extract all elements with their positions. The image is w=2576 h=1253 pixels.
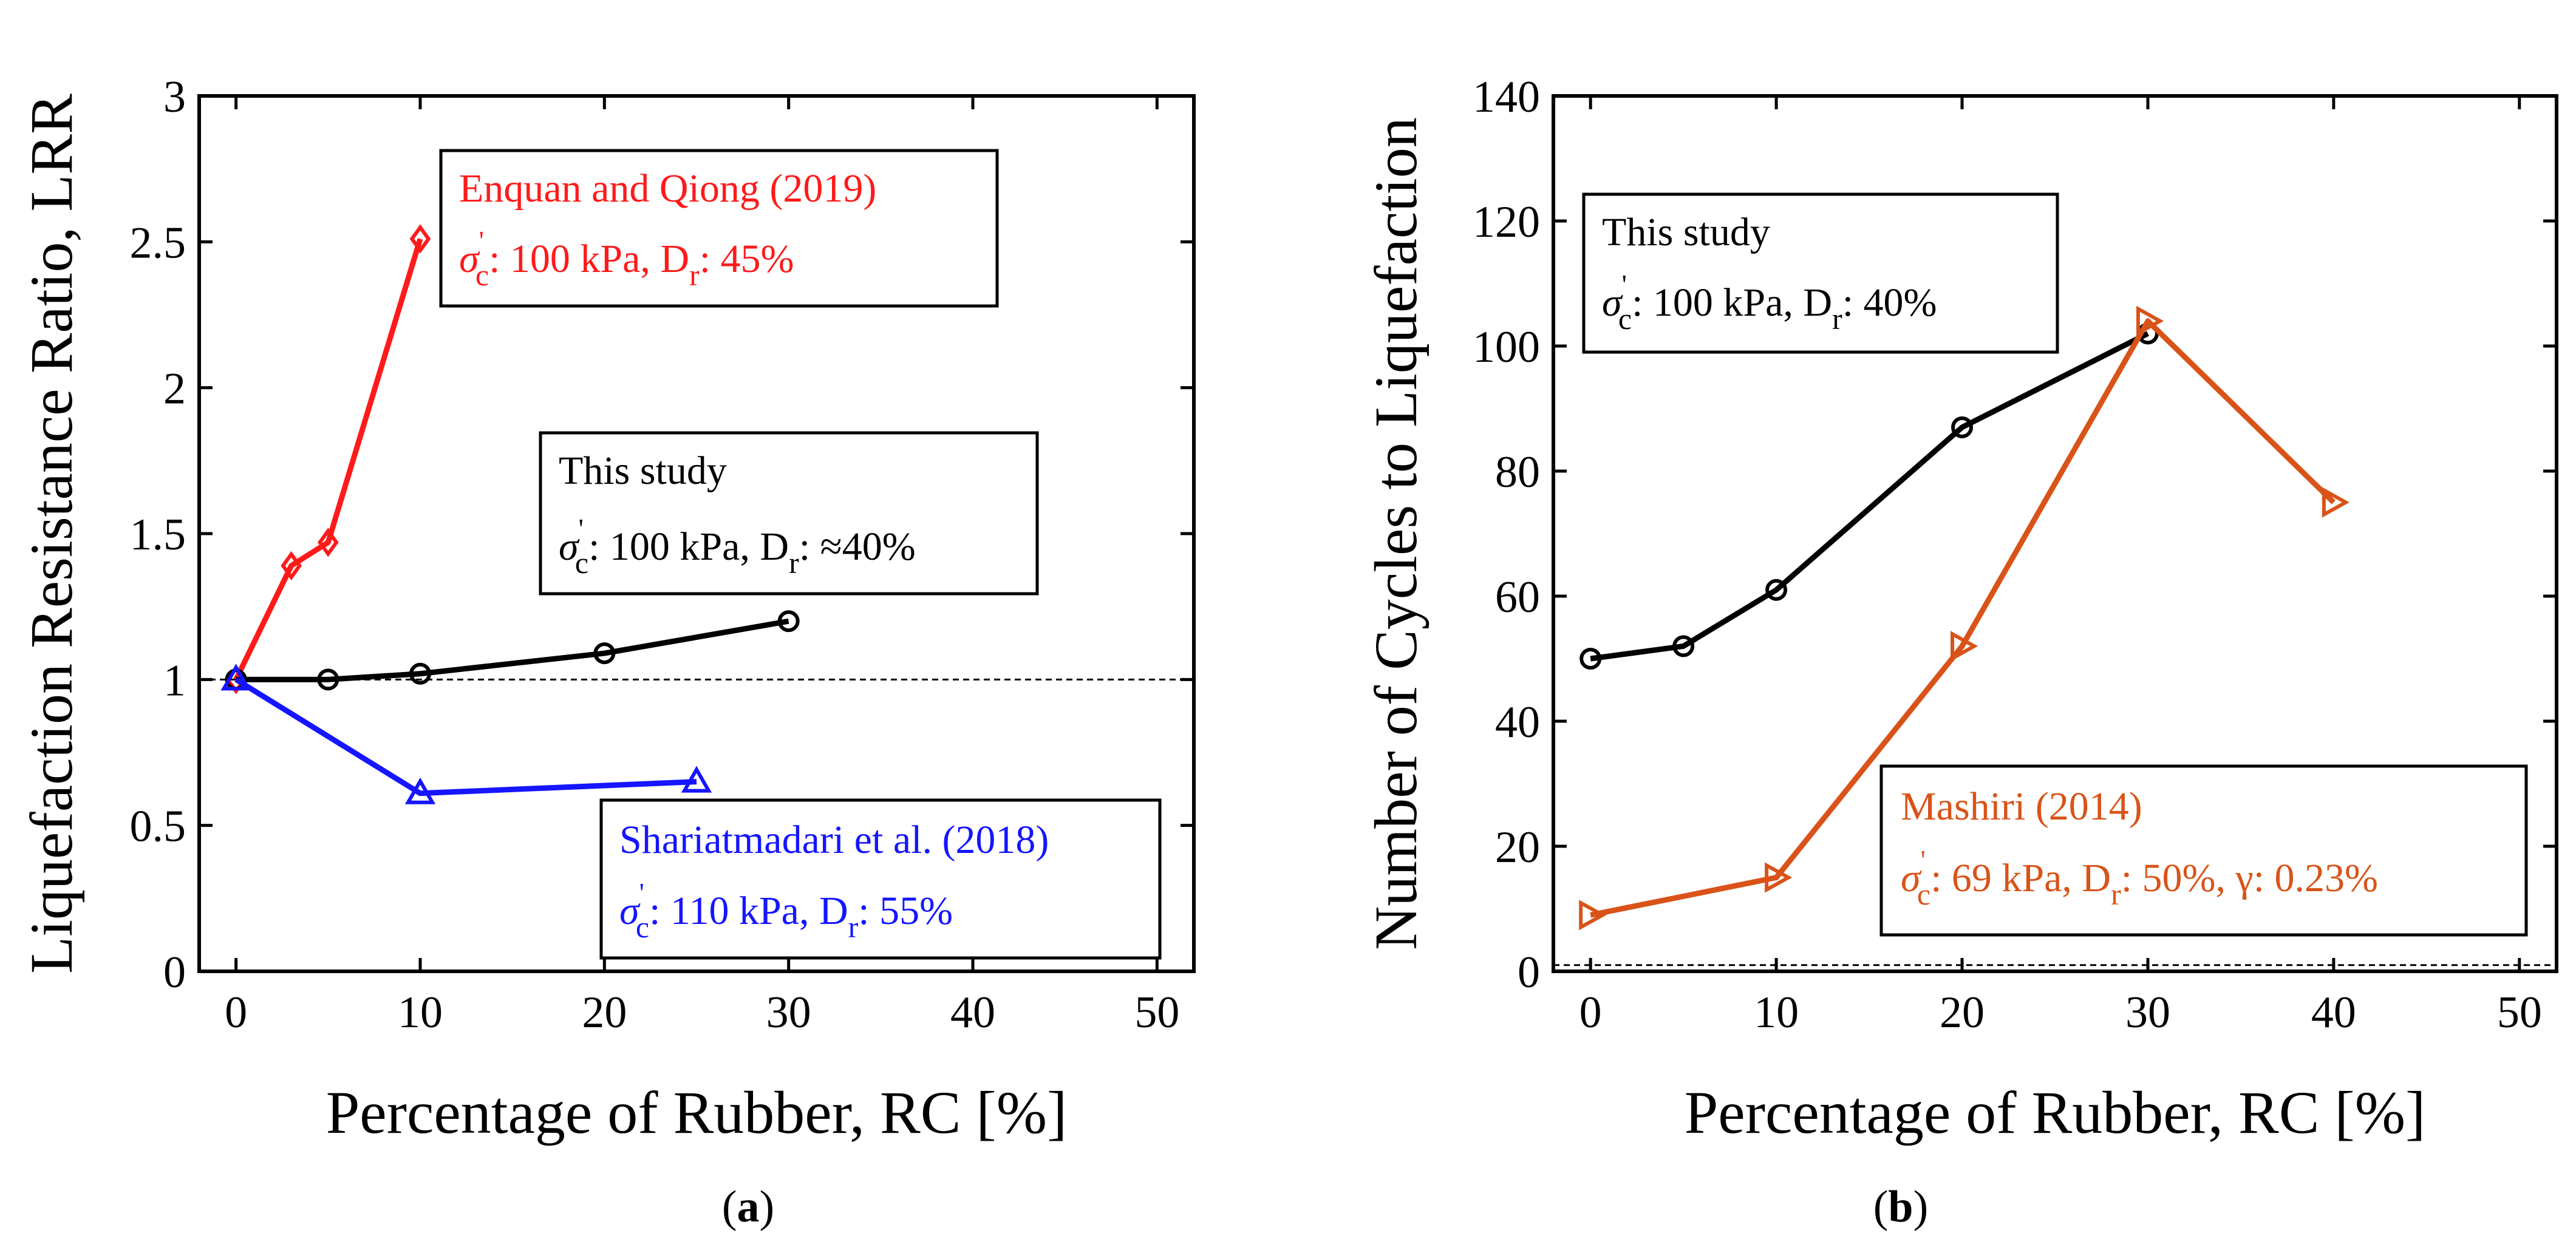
annotation-params-pre: : 69 kPa, D	[1930, 856, 2111, 900]
annotation-params-post: : 45%	[700, 237, 794, 281]
annotation-params-pre: : 100 kPa, D	[588, 525, 789, 569]
y-tick-label: 60	[1495, 572, 1540, 622]
annotation-box	[1879, 764, 2528, 937]
annotation-params: σ' c: 110 kPa, Dr: 55%	[619, 877, 953, 944]
x-tick-label: 0	[225, 988, 247, 1037]
y-tick-label: 0.5	[130, 802, 186, 852]
data-point	[281, 551, 302, 581]
annotation-box	[599, 798, 1162, 960]
data-point	[1951, 631, 1978, 662]
annotation-title: Shariatmadari et al. (2018)	[619, 818, 1049, 862]
data-point	[409, 224, 431, 254]
series-line-mashiri-2014-	[1590, 318, 2336, 918]
y-tick-label: 0	[1518, 948, 1540, 997]
data-point	[2322, 487, 2350, 518]
annotation-title: Mashiri (2014)	[1901, 784, 2142, 829]
x-tick-label: 50	[1134, 988, 1179, 1037]
annotation-this-study-b: This study σ' c: 100 kPa, Dr: 40%	[1582, 192, 2059, 354]
annotation-mashiri: Mashiri (2014) σ' c: 69 kPa, Dr: 50%, γ: …	[1879, 764, 2528, 937]
data-point	[1672, 635, 1695, 657]
data-point	[593, 642, 616, 665]
data-point	[681, 766, 712, 793]
annotation-params-post: : ≈40%	[799, 525, 916, 569]
x-tick-label: 30	[766, 988, 811, 1037]
annotation-this-study-a: This study σ' c: 100 kPa, Dr: ≈40%	[539, 431, 1039, 596]
data-point	[404, 777, 436, 804]
panel-a: 0 0.5 1 1.5 2 2.5 3 0 10 20 30 40 50 Liquefaction R…	[18, 72, 1196, 1146]
y-tick-label: 1.5	[130, 510, 186, 560]
y-tick-label: 100	[1473, 322, 1540, 372]
data-point	[317, 528, 339, 557]
annotation-enquan-qiong: Enquan and Qiong (2019) σ' c: 100 kPa, Dr…	[439, 149, 999, 308]
x-axis-label-a: Percentage of Rubber, RC [%]	[326, 1079, 1068, 1146]
y-tick-label: 80	[1495, 447, 1540, 497]
x-tick-label: 20	[1940, 988, 1985, 1037]
x-tick-label: 40	[2311, 988, 2356, 1037]
x-tick-label: 50	[2497, 988, 2542, 1037]
series-line-this-study	[1590, 331, 2149, 662]
y-tick-label: 3	[163, 72, 186, 122]
annotation-shariatmadari: Shariatmadari et al. (2018) σ' c: 110 kPa…	[599, 798, 1162, 960]
x-tick-label: 20	[582, 988, 627, 1037]
annotation-params-pre: : 100 kPa, D	[489, 237, 689, 281]
data-point	[1579, 648, 1602, 670]
data-point	[317, 668, 339, 691]
y-tick-label: 2	[163, 364, 186, 414]
x-tick-label: 10	[1754, 988, 1799, 1037]
y-tick-label: 2.5	[130, 218, 186, 268]
x-tick-label: 30	[2125, 988, 2170, 1037]
data-point	[1765, 579, 1788, 601]
series-line-shariatmadari-et-al-2018-	[234, 677, 697, 796]
x-tick-label: 0	[1579, 988, 1602, 1037]
data-point	[409, 662, 431, 685]
annotation-params: σ' c: 69 kPa, Dr: 50%, γ: 0.23%	[1901, 844, 2378, 911]
annotation-params-pre: : 100 kPa, D	[1632, 280, 1832, 325]
data-point	[1951, 416, 1974, 438]
data-point	[1579, 900, 1607, 931]
data-point	[1765, 862, 1793, 893]
data-point	[220, 664, 251, 691]
x-axis-label-b: Percentage of Rubber, RC [%]	[1685, 1079, 2426, 1146]
y-tick-label: 40	[1495, 698, 1540, 747]
data-point	[2136, 305, 2164, 336]
series-line-enquan-and-qiong-2019-	[233, 238, 423, 681]
x-tick-label: 40	[950, 988, 995, 1037]
series-line-this-study	[236, 618, 789, 682]
caption-a: (a)	[722, 1182, 774, 1232]
annotation-title: Enquan and Qiong (2019)	[459, 166, 876, 211]
data-point	[777, 610, 800, 633]
y-tick-label: 0	[163, 948, 186, 997]
annotation-params: σ' c: 100 kPa, Dr: 40%	[1602, 269, 1937, 336]
panel-b: 0 20 40 60 80 100 120 140 0 10 20 30 40 50 Number of…	[1362, 72, 2558, 1146]
y-tick-label: 140	[1473, 72, 1540, 122]
annotation-box	[539, 431, 1039, 596]
x-tick-label: 10	[398, 988, 443, 1037]
y-tick-label: 20	[1495, 823, 1540, 872]
annotation-params-post: : 55%	[858, 889, 953, 933]
y-axis-label-a: Liquefaction Resistance Ratio, LRR	[18, 93, 85, 974]
annotation-params: σ' c: 100 kPa, Dr: 45%	[459, 225, 794, 292]
annotation-title: This study	[559, 449, 727, 493]
caption-b: (b)	[1873, 1182, 1928, 1232]
y-tick-label: 1	[163, 656, 186, 705]
annotation-box	[439, 149, 999, 308]
y-tick-label: 120	[1473, 197, 1540, 247]
annotation-params: σ' c: 100 kPa, Dr: ≈40%	[559, 513, 916, 580]
annotation-title: This study	[1602, 210, 1770, 254]
annotation-box	[1582, 192, 2059, 354]
annotation-params-post: : 50%, γ: 0.23%	[2121, 856, 2378, 900]
y-axis-label-b: Number of Cycles to Liquefaction	[1362, 117, 1429, 950]
annotation-params-post: : 40%	[1842, 280, 1937, 325]
annotation-params-pre: : 110 kPa, D	[649, 889, 848, 933]
